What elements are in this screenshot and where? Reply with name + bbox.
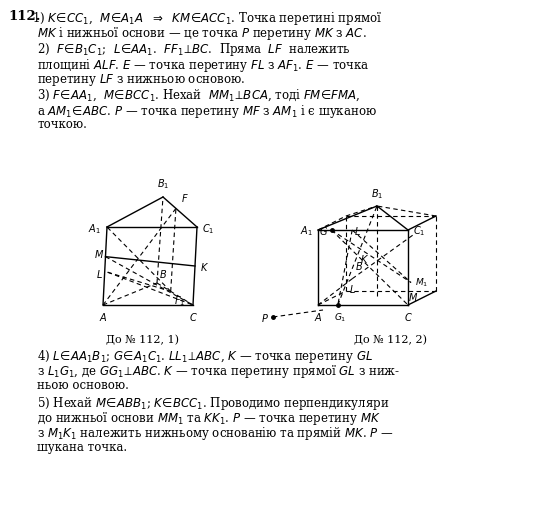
Text: $C$: $C$ bbox=[403, 311, 412, 323]
Text: $B_1$: $B_1$ bbox=[371, 187, 383, 201]
Text: $B$: $B$ bbox=[355, 260, 363, 271]
Text: точкою.: точкою. bbox=[37, 118, 87, 131]
Text: $M_1$: $M_1$ bbox=[415, 276, 429, 289]
Text: шукана точка.: шукана точка. bbox=[37, 441, 127, 454]
Text: 5) Нехай $M\!\in\!ABB_1$; $K\!\in\!BCC_1$. Проводимо перпендикуляри: 5) Нехай $M\!\in\!ABB_1$; $K\!\in\!BCC_1… bbox=[37, 394, 389, 412]
Text: $L$: $L$ bbox=[96, 268, 103, 280]
Text: $P$: $P$ bbox=[557, 296, 558, 308]
Text: $M$: $M$ bbox=[94, 248, 104, 260]
Text: $B_1$: $B_1$ bbox=[157, 177, 169, 191]
Text: 4) $L\!\in\!AA_1B_1$; $G\!\in\!A_1C_1$. $LL_1\!\perp\!ABC$, $K$ — точка перетину: 4) $L\!\in\!AA_1B_1$; $G\!\in\!A_1C_1$. … bbox=[37, 348, 373, 365]
Text: $K$: $K$ bbox=[360, 253, 369, 265]
Text: ньою основою.: ньою основою. bbox=[37, 379, 129, 392]
Text: з $M_1K_1$ належить нижньому основанію та прямій $MK$. $P$ —: з $M_1K_1$ належить нижньому основанію т… bbox=[37, 426, 393, 443]
Text: а $AM_1\!\in\!ABC$. $P$ — точка перетину $MF$ з $AM_1$ і є шуканою: а $AM_1\!\in\!ABC$. $P$ — точка перетину… bbox=[37, 103, 377, 120]
Text: площині $ALF$. $E$ — точка перетину $FL$ з $AF_1$. $E$ — точка: площині $ALF$. $E$ — точка перетину $FL$… bbox=[37, 57, 369, 74]
Text: $F_1$: $F_1$ bbox=[174, 294, 185, 308]
Text: $A$: $A$ bbox=[314, 311, 323, 323]
Text: $G$: $G$ bbox=[319, 225, 329, 237]
Text: $L$: $L$ bbox=[354, 225, 361, 237]
Text: $A_1$: $A_1$ bbox=[88, 222, 101, 236]
Text: $G_1$: $G_1$ bbox=[334, 311, 346, 323]
Text: $C_1$: $C_1$ bbox=[202, 222, 214, 236]
Text: 3) $F\!\in\!AA_1$,  $M\!\in\!BCC_1$. Нехай  $MM_1\!\perp\!BCA$, тоді $FM\!\in\!F: 3) $F\!\in\!AA_1$, $M\!\in\!BCC_1$. Неха… bbox=[37, 88, 360, 103]
Text: До № 112, 2): До № 112, 2) bbox=[354, 335, 426, 345]
Text: до нижньої основи $MM_1$ та $KK_1$. $P$ — точка перетину $MK$: до нижньої основи $MM_1$ та $KK_1$. $P$ … bbox=[37, 410, 381, 427]
Text: До № 112, 1): До № 112, 1) bbox=[107, 335, 180, 345]
Text: з $L_1G_1$, де $GG_1\!\perp\!ABC$. $K$ — точка перетину прямої $GL$ з ниж-: з $L_1G_1$, де $GG_1\!\perp\!ABC$. $K$ —… bbox=[37, 363, 400, 380]
Text: $K$: $K$ bbox=[200, 261, 209, 273]
Text: $MK$ і нижньої основи — це точка $P$ перетину $MK$ з $AC$.: $MK$ і нижньої основи — це точка $P$ пер… bbox=[37, 25, 367, 43]
Text: 112.: 112. bbox=[8, 10, 41, 23]
Text: $F$: $F$ bbox=[181, 193, 189, 204]
Text: $A_1$: $A_1$ bbox=[300, 224, 313, 238]
Text: $B$: $B$ bbox=[159, 268, 167, 280]
Text: $M$: $M$ bbox=[408, 291, 418, 303]
Text: $L$: $L$ bbox=[349, 283, 355, 295]
Text: перетину $LF$ з нижньою основою.: перетину $LF$ з нижньою основою. bbox=[37, 72, 245, 88]
Text: $A$: $A$ bbox=[99, 311, 107, 323]
Text: $P$: $P$ bbox=[261, 312, 269, 324]
Text: $C$: $C$ bbox=[189, 311, 198, 323]
Text: 1) $K\!\in\!CC_1$,  $M\!\in\!A_1A$  $\Rightarrow$  $KM\!\in\!ACC_1$. Точка перет: 1) $K\!\in\!CC_1$, $M\!\in\!A_1A$ $\Righ… bbox=[32, 10, 383, 27]
Text: 2)  $F\!\in\!B_1C_1$;  $L\!\in\!AA_1$.  $FF_1\!\perp\!BC$.  Пряма  $LF$  належит: 2) $F\!\in\!B_1C_1$; $L\!\in\!AA_1$. $FF… bbox=[37, 41, 351, 58]
Text: $C_1$: $C_1$ bbox=[413, 224, 425, 238]
